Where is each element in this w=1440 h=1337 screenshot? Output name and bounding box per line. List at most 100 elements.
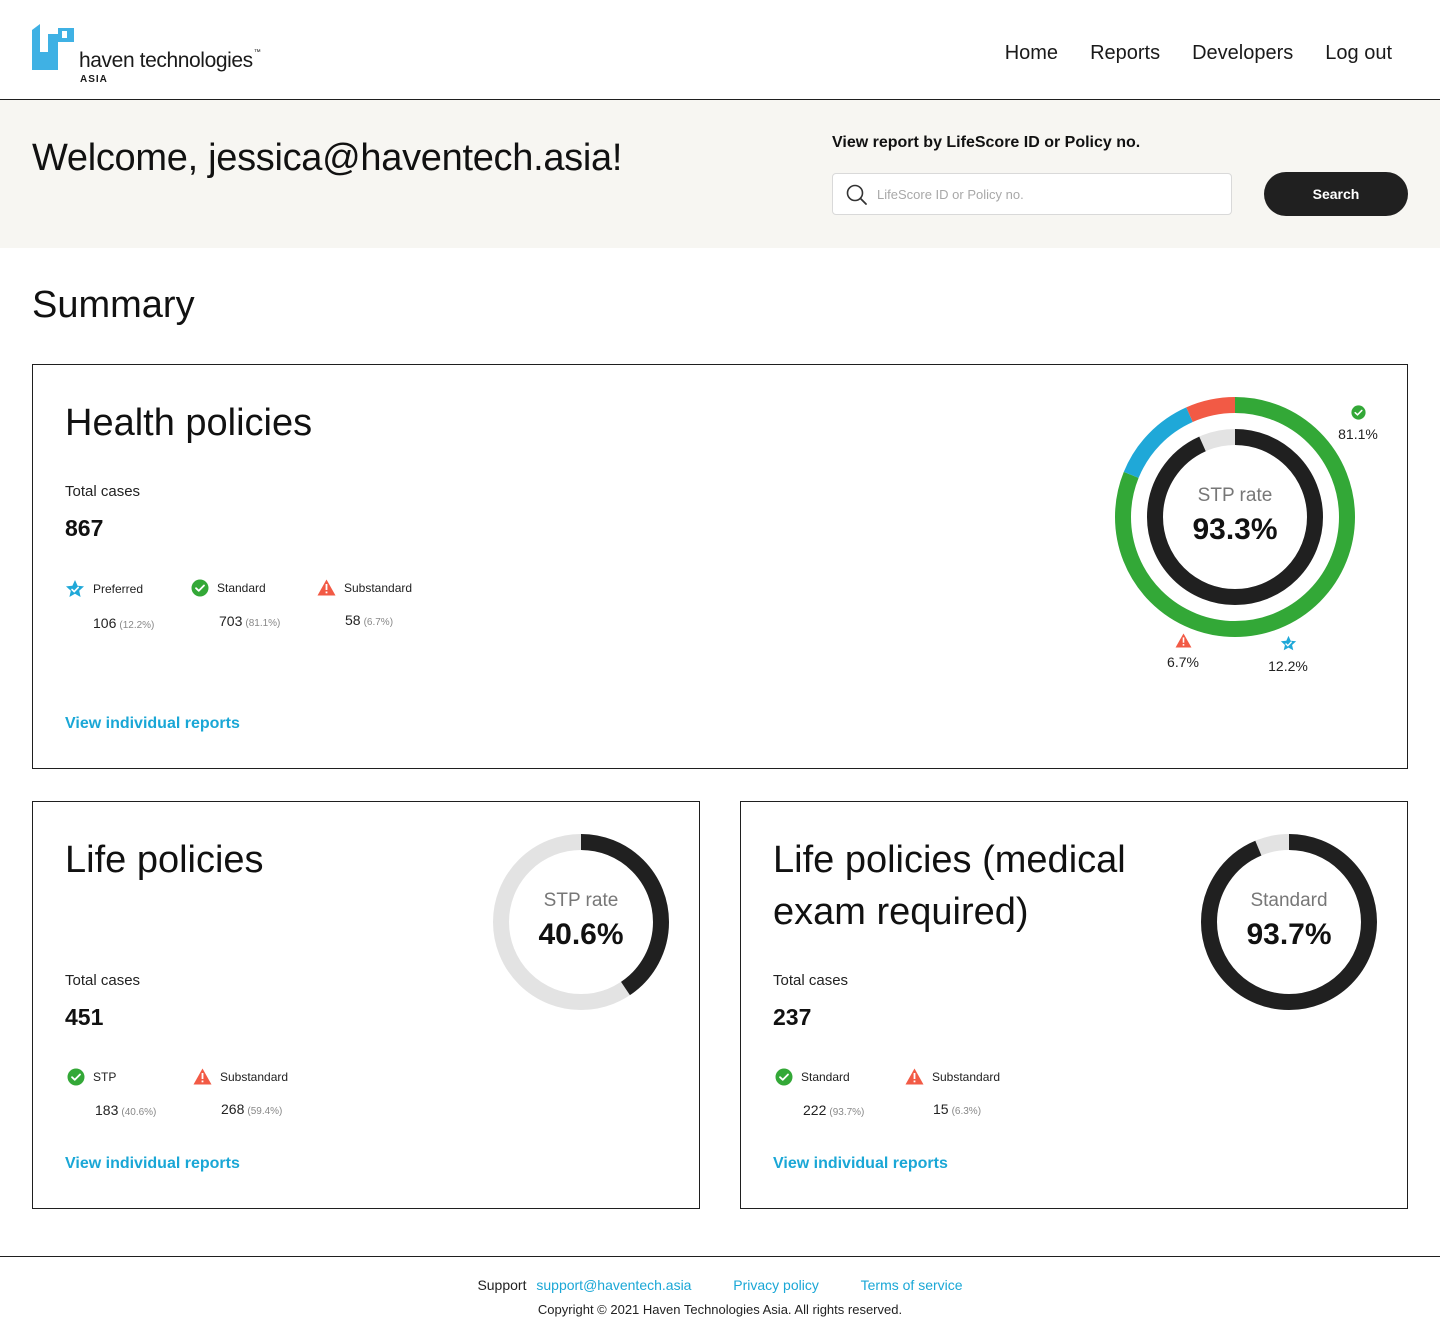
donut-label: STP rate [543,890,619,911]
nav-logout[interactable]: Log out [1325,42,1392,64]
health-stp-donut [1115,397,1355,637]
check-circle-icon [1350,405,1366,420]
stat-label: Standard [217,581,266,595]
search-input[interactable] [877,174,1227,214]
life-medical-stat-standard: Standard 222 (93.7%) [775,1068,864,1118]
warning-triangle-icon [905,1068,924,1085]
nav-developers[interactable]: Developers [1192,42,1294,64]
donut-value: 93.7% [1246,918,1332,951]
life-stp-donut [493,834,669,1010]
life-donut-center: STP rate 40.6% [481,890,681,952]
search-label: View report by LifeScore ID or Policy no… [832,134,1141,151]
stat-count: 183 [95,1102,119,1118]
health-total-value: 867 [65,515,104,541]
stat-percent: (59.4%) [247,1106,283,1117]
health-stat-standard: Standard 703 (81.1%) [191,579,280,629]
stat-count: 58 [345,612,361,628]
life-total-label: Total cases [65,972,141,989]
brand-logo[interactable]: haven technologies™ ASIA [32,24,272,86]
support-label: Support [477,1277,527,1293]
stat-count: 222 [803,1102,827,1118]
ring-label-preferred: 12.2% [1265,635,1311,674]
life-policies-card: Life policies Total cases 451 STP 183 (40… [32,801,700,1209]
terms-of-service-link[interactable]: Terms of service [860,1277,963,1293]
support-email-link[interactable]: support@haventech.asia [536,1277,692,1293]
stat-percent: (40.6%) [121,1107,157,1118]
health-stat-preferred: Preferred 106 (12.2%) [65,579,154,631]
search-button[interactable]: Search [1264,172,1408,216]
life-card-title: Life policies [65,839,264,881]
life-view-reports-link[interactable]: View individual reports [65,1155,240,1172]
check-circle-icon [191,579,209,597]
warning-triangle-icon [317,579,336,596]
welcome-title: Welcome, jessica@haventech.asia! [32,137,623,179]
life-stat-substandard: Substandard 268 (59.4%) [193,1068,288,1117]
copyright-text: Copyright © 2021 Haven Technologies Asia… [537,1302,903,1317]
top-header: haven technologies™ ASIA Home Reports De… [0,0,1440,100]
donut-label: Standard [1250,890,1328,911]
stat-count: 703 [219,613,243,629]
ring-label-standard: 81.1% [1338,405,1378,442]
health-view-reports-link[interactable]: View individual reports [65,715,240,732]
star-badge-icon [66,580,84,597]
stat-percent: (12.2%) [119,620,155,631]
nav-reports[interactable]: Reports [1090,42,1161,64]
ring-label-text: 6.7% [1167,654,1199,670]
donut-arc [493,834,669,1010]
stat-percent: (6.7%) [363,617,394,628]
stat-percent: (81.1%) [245,618,281,629]
health-card-title: Health policies [65,402,313,444]
life-medical-card-title: Life policies (medical exam required) [773,834,1126,938]
stat-label: Substandard [220,1069,289,1084]
star-badge-icon [1280,635,1296,651]
life-medical-total-label: Total cases [773,972,849,989]
stp-arc [1147,429,1323,605]
stat-percent: (93.7%) [829,1107,865,1118]
life-medical-donut [1201,834,1377,1010]
haven-logo-icon [32,24,74,70]
life-medical-stat-substandard: Substandard 15 (6.3%) [905,1068,1000,1117]
search-icon [846,184,867,205]
stat-label: Standard [801,1070,850,1084]
warning-triangle-icon [1175,633,1191,648]
privacy-policy-link[interactable]: Privacy policy [733,1277,819,1293]
stat-label: Preferred [93,582,144,596]
donut-value: 40.6% [538,918,624,951]
ring-label-text: 81.1% [1338,426,1378,442]
stat-count: 15 [933,1101,949,1117]
health-policies-card: Health policies Total cases 867 Preferre… [32,364,1408,769]
donut-arc [1201,834,1377,1010]
stat-count: 268 [221,1101,245,1117]
page-footer: Support support@haventech.asia Privacy p… [0,1256,1440,1337]
brand-subtitle: ASIA [80,74,108,85]
nav-home[interactable]: Home [1004,42,1059,64]
life-medical-total-value: 237 [773,1004,812,1030]
donut-label: STP rate [1197,485,1273,506]
check-circle-icon [775,1068,793,1086]
stat-label: Substandard [932,1069,1001,1084]
donut-value: 93.3% [1192,513,1278,546]
search-box[interactable] [832,173,1232,215]
life-medical-card: Life policies (medical exam required) To… [740,801,1408,1209]
title-line: exam required) [773,891,1029,933]
brand-name: haven technologies™ [79,49,261,72]
life-total-value: 451 [65,1004,104,1030]
main-nav: Home Reports Developers Log out [1005,42,1392,65]
life-medical-view-reports-link[interactable]: View individual reports [773,1155,948,1172]
health-total-label: Total cases [65,483,141,500]
ring-label-substandard: 6.7% [1163,633,1203,670]
check-circle-icon [67,1068,85,1086]
ring-segment-substandard [1115,397,1355,637]
stat-percent: (6.3%) [951,1106,982,1117]
footer-links: Support support@haventech.asia Privacy p… [0,1277,1440,1293]
health-stat-substandard: Substandard 58 (6.7%) [317,579,412,628]
warning-triangle-icon [193,1068,212,1085]
summary-title: Summary [32,284,195,326]
title-line: Life policies (medical [773,839,1126,881]
stat-count: 106 [93,615,117,631]
health-donut-center: STP rate 93.3% [1135,485,1335,547]
stat-label: Substandard [344,580,413,595]
stat-label: STP [93,1070,117,1084]
life-medical-donut-center: Standard 93.7% [1189,890,1389,952]
ring-label-text: 12.2% [1268,658,1308,674]
